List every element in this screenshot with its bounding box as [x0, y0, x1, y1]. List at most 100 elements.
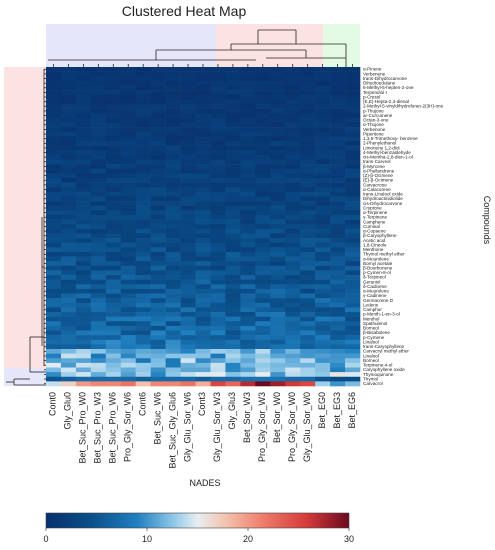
heatmap-cell [225, 201, 241, 206]
heatmap-cell [300, 76, 316, 82]
heatmap-cell [285, 302, 301, 308]
heatmap-cell [345, 293, 361, 299]
heatmap-cell [120, 131, 137, 137]
heatmap-cell [165, 238, 181, 243]
heatmap-cell [60, 103, 77, 109]
heatmap-cell [270, 270, 286, 276]
heatmap-cell [90, 275, 107, 280]
heatmap-cell [120, 140, 137, 146]
heatmap-cell [195, 131, 211, 137]
heatmap-cell [165, 168, 181, 174]
heatmap-cell [210, 150, 226, 156]
column-labels: Cont0 Gly_Glu0 Bet_Suc_Pro_W0 Bet_Suc_Pro_W… [48, 392, 357, 469]
heatmap-cell [330, 85, 346, 91]
heatmap-cell [315, 242, 331, 248]
heatmap-cell [150, 99, 166, 105]
heatmap-cell [120, 94, 137, 100]
heatmap-cell [150, 256, 166, 262]
heatmap-cell [105, 367, 122, 373]
heatmap-cell [135, 265, 151, 271]
heatmap-cell [60, 196, 77, 202]
row-label: α-Muurolene [363, 289, 389, 294]
heatmap-cell [165, 316, 181, 322]
heatmap-cell [60, 210, 77, 216]
heatmap-cell [330, 140, 346, 146]
heatmap-cell [315, 288, 331, 294]
heatmap-cell [285, 71, 301, 77]
heatmap-cell [105, 159, 122, 165]
row-label: Piperitone [363, 131, 384, 136]
heatmap-cell [300, 219, 316, 225]
heatmap-cell [105, 242, 122, 248]
heatmap-cell [75, 270, 92, 276]
heatmap-cell [135, 367, 151, 373]
heatmap-cell [330, 251, 346, 257]
heatmap-cell [120, 362, 137, 368]
heatmap-cell [165, 90, 181, 96]
heatmap-cell [270, 196, 286, 202]
heatmap-cell [300, 288, 316, 294]
heatmap-cell [165, 256, 181, 262]
heatmap-cell [255, 265, 271, 271]
heatmap-cell [255, 367, 271, 373]
heatmap-cell [195, 344, 211, 350]
heatmap-cell [315, 136, 331, 142]
heatmap-cell [90, 196, 107, 202]
column-label: Bet_EG6 [347, 392, 357, 429]
heatmap-cell [270, 122, 286, 128]
heatmap-cell [240, 214, 256, 220]
heatmap-cell [345, 85, 361, 91]
heatmap-cell [60, 298, 77, 304]
heatmap-cell [180, 196, 196, 202]
heatmap-cell [225, 228, 241, 234]
heatmap-cell [46, 196, 62, 202]
heatmap-cell [210, 288, 226, 294]
heatmap-cell [240, 80, 256, 86]
heatmap-cell [270, 265, 286, 271]
heatmap-cell [135, 275, 151, 280]
heatmap-cell [255, 381, 271, 387]
heatmap-cell [135, 173, 151, 179]
heatmap-cell [120, 219, 137, 225]
heatmap-cell [195, 71, 211, 77]
heatmap-cell [285, 113, 301, 119]
heatmap-cell [225, 279, 241, 285]
heatmap-cell [120, 270, 137, 276]
heatmap-cell [330, 168, 346, 174]
heatmap-cell [60, 205, 77, 211]
heatmap-cell [270, 349, 286, 354]
heatmap-cell [345, 210, 361, 216]
heatmap-cell [46, 233, 62, 239]
heatmap-cell [165, 201, 181, 206]
heatmap-cell [46, 353, 62, 359]
heatmap-cell [120, 256, 137, 262]
heatmap-cell [255, 288, 271, 294]
heatmap-cell [240, 321, 256, 327]
heatmap-cell [330, 284, 346, 290]
heatmap-cell [150, 349, 166, 354]
colorbar-tick-label: 30 [344, 534, 354, 544]
heatmap-cell [60, 224, 77, 230]
heatmap-cell [240, 117, 256, 123]
heatmap-cell [225, 261, 241, 267]
heatmap-cell [285, 108, 301, 114]
heatmap-cell [300, 150, 316, 156]
heatmap-cell [315, 164, 331, 170]
heatmap-cell [285, 187, 301, 193]
heatmap-cell [150, 136, 166, 142]
heatmap-cell [240, 177, 256, 183]
heatmap-cell [255, 349, 271, 354]
heatmap-cell [180, 150, 196, 156]
heatmap-cell [315, 80, 331, 86]
heatmap-cell [90, 367, 107, 373]
heatmap-cell [180, 140, 196, 146]
heatmap-cell [60, 127, 77, 133]
heatmap-cell [225, 339, 241, 345]
heatmap-cell [60, 94, 77, 100]
heatmap-cell [330, 177, 346, 183]
heatmap-cell [165, 85, 181, 91]
heatmap-cell [195, 251, 211, 257]
heatmap-cell [270, 242, 286, 248]
heatmap-cell [300, 99, 316, 105]
heatmap-cell [285, 279, 301, 285]
